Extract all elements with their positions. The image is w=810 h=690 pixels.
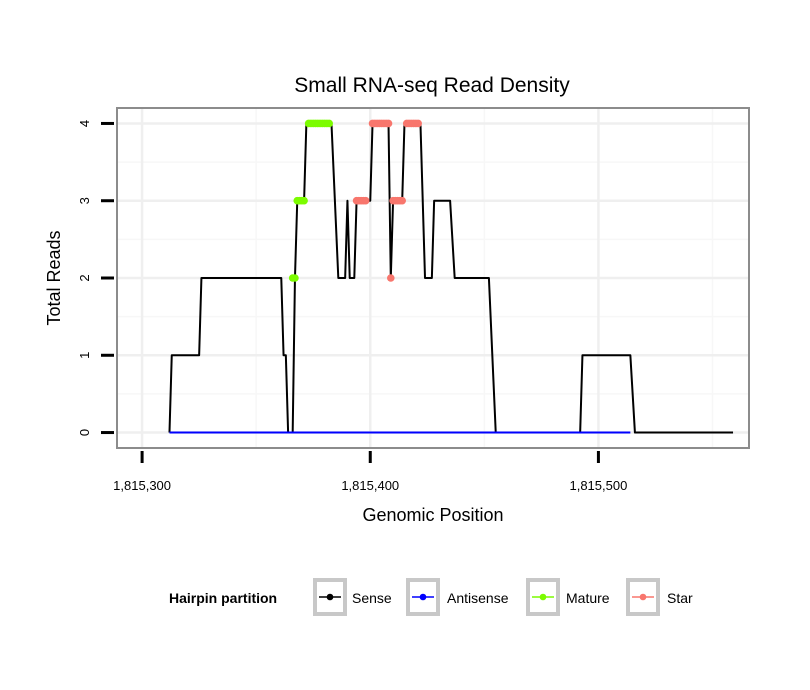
legend-entry-mature: Mature bbox=[526, 578, 610, 616]
star-point bbox=[398, 196, 407, 205]
y-axis-label: Total Reads bbox=[44, 230, 64, 325]
mature-point bbox=[300, 196, 308, 205]
legend-label-sense: Sense bbox=[352, 590, 392, 606]
plot-border bbox=[116, 107, 750, 449]
legend-dot-mature bbox=[539, 593, 547, 601]
series-star bbox=[352, 119, 422, 282]
legend-label-star: Star bbox=[667, 590, 693, 606]
data-series bbox=[168, 119, 734, 434]
star-point bbox=[414, 119, 422, 128]
star-point bbox=[361, 196, 370, 205]
x-tick-label: 1,815,300 bbox=[113, 478, 171, 493]
x-tick-label: 1,815,500 bbox=[569, 478, 627, 493]
legend: Hairpin partition Sense Antisense Mature… bbox=[169, 578, 693, 616]
chart-title: Small RNA-seq Read Density bbox=[294, 74, 570, 97]
y-tick-label: 0 bbox=[77, 429, 92, 436]
series-mature bbox=[288, 119, 333, 282]
legend-entry-sense: Sense bbox=[313, 578, 392, 616]
y-tick-label: 4 bbox=[77, 120, 92, 127]
mature-point bbox=[325, 119, 333, 128]
legend-title: Hairpin partition bbox=[169, 590, 277, 606]
y-tick-label: 1 bbox=[77, 352, 92, 359]
legend-entry-star: Star bbox=[626, 578, 693, 616]
star-point bbox=[384, 119, 393, 128]
y-tick-label: 2 bbox=[77, 274, 92, 281]
star-point bbox=[386, 274, 395, 282]
x-axis-label: Genomic Position bbox=[362, 505, 503, 525]
legend-dot-sense bbox=[326, 593, 334, 601]
legend-dot-antisense bbox=[419, 593, 427, 601]
y-axis-ticks: 0 1 2 3 4 bbox=[77, 120, 114, 436]
y-tick-label: 3 bbox=[77, 197, 92, 204]
x-tick-label: 1,815,400 bbox=[341, 478, 399, 493]
legend-label-antisense: Antisense bbox=[447, 590, 509, 606]
legend-dot-star bbox=[639, 593, 647, 601]
legend-label-mature: Mature bbox=[566, 590, 610, 606]
mature-point bbox=[291, 274, 299, 282]
legend-entry-antisense: Antisense bbox=[406, 578, 509, 616]
x-axis-ticks: 1,815,300 1,815,400 1,815,500 bbox=[113, 451, 627, 493]
